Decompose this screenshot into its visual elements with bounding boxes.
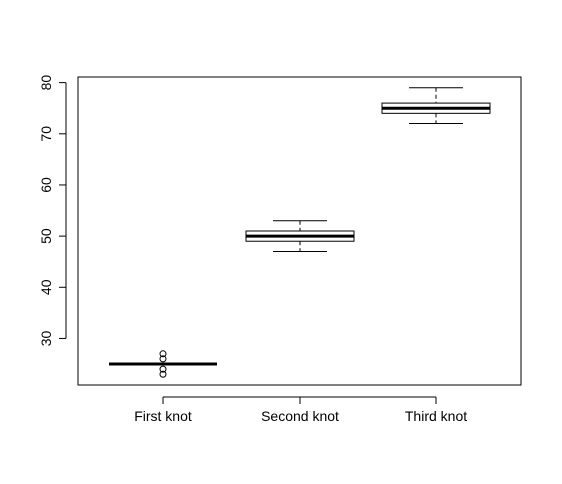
y-tick-label: 60: [38, 177, 54, 193]
x-axis: First knot Second knot Third knot: [134, 396, 467, 424]
y-tick-label: 30: [38, 330, 54, 346]
x-tick-label: Second knot: [261, 408, 339, 424]
outlier-point: [159, 365, 167, 373]
y-tick-label: 50: [38, 228, 54, 244]
box-group: [109, 87, 491, 378]
outlier-point: [159, 355, 167, 363]
x-tick-label: Third knot: [405, 408, 467, 424]
y-tick-label: 40: [38, 279, 54, 295]
plot-frame: [77, 76, 522, 386]
box-1: [109, 350, 217, 378]
y-axis: 30 40 50 60 70 80: [38, 75, 67, 346]
outlier-point: [159, 350, 167, 358]
box-3: [381, 87, 491, 125]
x-tick-label: First knot: [134, 408, 192, 424]
outlier-point: [159, 370, 167, 378]
y-tick-label: 80: [38, 75, 54, 91]
box-2: [245, 220, 355, 252]
y-tick-label: 70: [38, 126, 54, 142]
